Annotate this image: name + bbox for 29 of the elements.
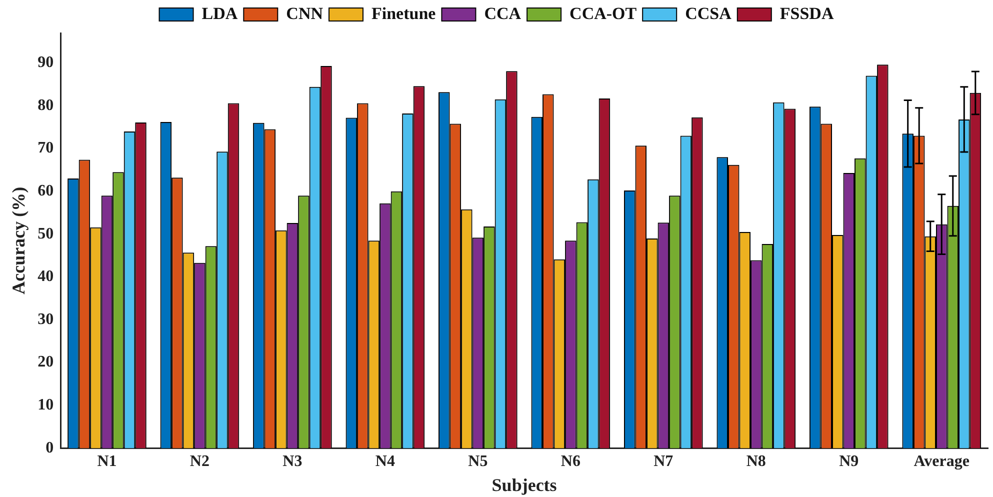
legend-label: LDA: [202, 4, 238, 23]
y-tick-label: 50: [38, 225, 54, 242]
legend-label: CCA-OT: [570, 4, 638, 23]
legend-label: FSSDA: [780, 4, 834, 23]
legend-label: CNN: [286, 4, 324, 23]
legend-label: CCA: [484, 4, 522, 23]
y-tick-label: 0: [46, 439, 54, 456]
x-tick-label: N9: [839, 452, 859, 470]
x-tick-label: Average: [914, 452, 970, 470]
legend-label: Finetune: [371, 4, 436, 23]
x-tick-label: N2: [190, 452, 210, 470]
y-axis-title: Accuracy (%): [8, 186, 28, 294]
legend-label: CCSA: [685, 4, 732, 23]
y-tick-label: 20: [38, 354, 54, 371]
x-axis-title: Subjects: [492, 474, 557, 495]
y-tick-label: 60: [38, 182, 54, 200]
x-tick-label: N1: [97, 452, 117, 470]
y-tick-label: 80: [38, 96, 54, 114]
y-tick-label: 30: [38, 310, 54, 328]
y-tick-label: 40: [38, 268, 54, 286]
y-tick-label: 10: [38, 396, 54, 414]
y-tick-label: 70: [38, 140, 54, 157]
x-tick-label: N4: [375, 452, 395, 470]
x-tick-label: N6: [560, 452, 580, 470]
x-tick-label: N5: [468, 452, 488, 470]
y-tick-label: 90: [38, 54, 54, 72]
x-tick-label: N8: [746, 452, 766, 470]
x-tick-label: N7: [654, 452, 674, 470]
x-tick-label: N3: [282, 452, 302, 470]
